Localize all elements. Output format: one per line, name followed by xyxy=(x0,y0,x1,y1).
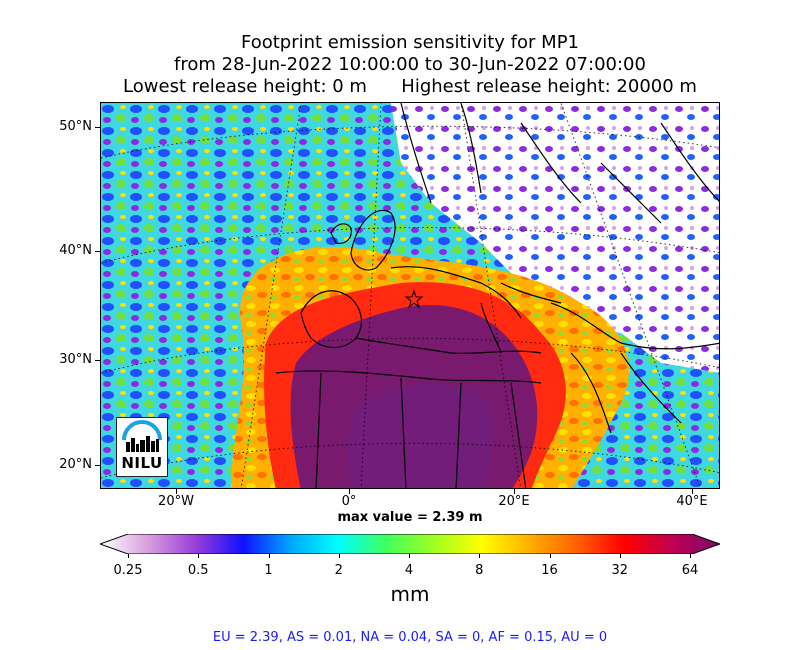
colorbar-label: 64 xyxy=(681,563,699,578)
lat-label-50n: 50°N xyxy=(59,119,92,134)
footprint-map xyxy=(100,102,720,489)
colorbar xyxy=(98,533,722,555)
colorbar-label: 1 xyxy=(264,563,273,578)
colorbar-tick xyxy=(198,554,200,558)
release-heights: Lowest release height: 0 m Highest relea… xyxy=(0,76,800,98)
lat-label-30n: 30°N xyxy=(59,352,92,367)
lon-label-0: 0° xyxy=(341,494,357,509)
colorbar-tick xyxy=(338,554,340,558)
colorbar-tick xyxy=(128,554,129,558)
lowest-release-height: Lowest release height: 0 m xyxy=(123,76,367,97)
lat-tick xyxy=(95,465,100,466)
colorbar-label: 8 xyxy=(475,563,484,578)
colorbar-svg xyxy=(98,533,722,555)
map-title: Footprint emission sensitivity for MP1 xyxy=(240,32,579,53)
lon-label-20w: 20°W xyxy=(158,494,194,509)
lon-tick xyxy=(176,489,177,494)
lat-tick xyxy=(95,251,100,252)
lat-label-40n: 40°N xyxy=(59,243,92,258)
colorbar-label: 2 xyxy=(334,563,343,578)
map-time-range: from 28-Jun-2022 10:00:00 to 30-Jun-2022… xyxy=(174,54,646,75)
nilu-logo-icon xyxy=(122,420,162,452)
colorbar-label: 32 xyxy=(611,563,629,578)
lat-tick xyxy=(95,127,100,128)
lon-tick xyxy=(514,489,515,494)
colorbar-tick xyxy=(479,554,481,558)
colorbar-tick xyxy=(549,554,551,558)
highest-release-height: Highest release height: 20000 m xyxy=(401,76,697,97)
lat-label-20n: 20°N xyxy=(59,457,92,472)
lat-tick xyxy=(95,360,100,361)
colorbar-tick xyxy=(409,554,410,558)
colorbar-label: 0.5 xyxy=(187,563,209,578)
colorbar-units: mm xyxy=(390,582,430,606)
colorbar-label: 16 xyxy=(541,563,558,578)
colorbar-tick xyxy=(619,554,621,558)
lon-label-20e: 20°E xyxy=(498,494,530,509)
map-svg xyxy=(101,103,719,488)
colorbar-label: 4 xyxy=(404,563,414,578)
colorbar-tick xyxy=(690,554,691,558)
colorbar-label: 0.25 xyxy=(113,563,143,578)
nilu-logo-text: NILU xyxy=(121,454,163,472)
max-value-label: max value = 2.39 m xyxy=(337,510,483,525)
lon-tick xyxy=(349,489,350,494)
region-totals: EU = 2.39, AS = 0.01, NA = 0.04, SA = 0,… xyxy=(212,630,608,645)
nilu-logo: NILU xyxy=(116,417,168,477)
lon-label-40e: 40°E xyxy=(676,494,708,509)
lon-tick xyxy=(692,489,693,494)
colorbar-tick xyxy=(268,554,270,558)
